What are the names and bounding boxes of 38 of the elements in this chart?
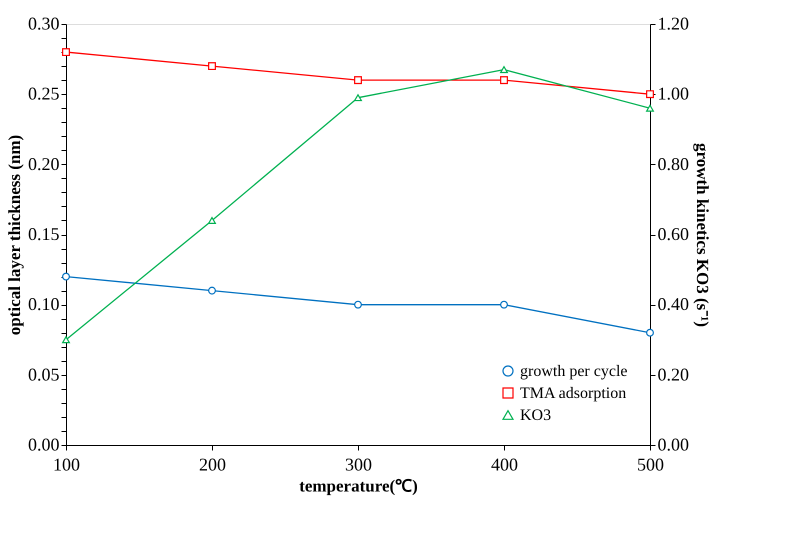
y2-tick-label: 1.20 [658,14,689,34]
y-tick-label: 0.25 [28,84,60,104]
y2-tick-label: 0.00 [658,434,689,454]
x-tick-label: 400 [491,454,518,474]
point [354,76,362,84]
y2-tick-label: 0.60 [658,224,689,244]
point [208,216,216,224]
y2-tick-label: 0.80 [658,154,689,174]
x-tick-label: 500 [637,454,664,474]
point [62,48,70,56]
y-tick-label: 0.05 [28,364,60,384]
y2-tick-label: 0.40 [658,294,689,314]
y-tick-label: 0.30 [28,14,60,34]
point [208,286,216,295]
y-tick-label: 0.10 [28,294,60,314]
legend-label: growth per cycle [520,363,628,380]
y-tick-label: 0.15 [28,224,60,244]
y-tick-label: 0.00 [28,434,60,454]
x-tick-label: 300 [345,454,372,474]
x-tick-label: 200 [199,454,226,474]
y-tick-label: 0.20 [28,154,60,174]
point [354,94,362,102]
x-tick-label: 100 [53,454,80,474]
point [354,300,362,309]
point [646,90,654,98]
y2-axis-title: growth kinetics KO3 (s⁻¹) [693,142,712,328]
point [208,62,216,70]
point [500,300,508,309]
y-axis-title: optical layer thickness (nm) [5,134,24,336]
point [500,76,508,84]
x-axis-title: temperature(℃) [299,476,418,496]
y2-tick-label: 0.20 [658,364,689,384]
point [646,328,654,337]
y2-tick-label: 1.00 [658,84,689,104]
point [500,66,508,74]
point [62,272,70,281]
legend-label: TMA adsorption [520,385,626,402]
legend-label: KO3 [520,407,552,424]
